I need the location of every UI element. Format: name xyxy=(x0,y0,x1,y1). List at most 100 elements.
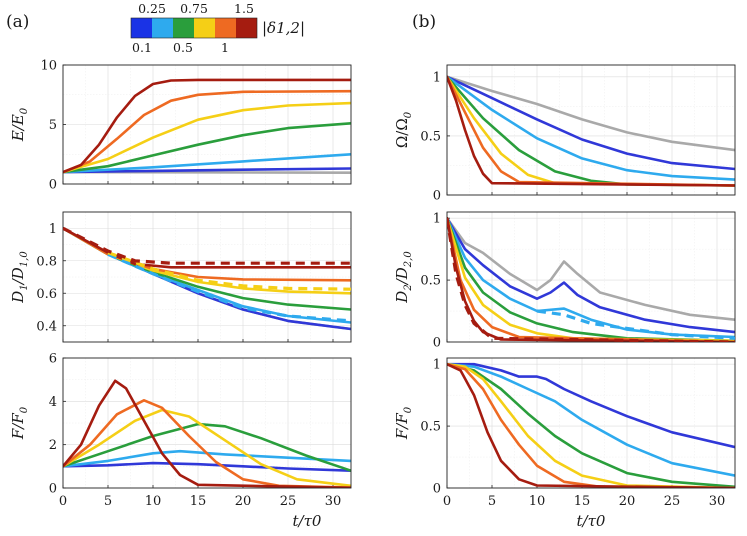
colorbar-top-label-3: 1.5 xyxy=(234,1,254,16)
x-tick-label: 25 xyxy=(280,494,297,509)
axes-frame xyxy=(446,357,736,489)
y-axis-label-Fb: F/F0 xyxy=(393,406,414,440)
y-tick-label: 0 xyxy=(49,178,57,193)
panel-D2: 0 0.5 1 D2/D2,0 xyxy=(393,211,736,351)
colorbar-swatch-1.5 xyxy=(236,18,257,38)
axes-frame xyxy=(446,64,736,196)
panel-D1: 0.4 0.6 0.8 1 D1/D1,0 xyxy=(9,211,352,343)
colorbar-swatch-0.25 xyxy=(152,18,173,38)
x-axis-label-a: t/τ0 xyxy=(293,512,322,530)
panel-label-b: (b) xyxy=(412,12,436,32)
x-tick-label: 25 xyxy=(664,494,681,509)
y-tick-label: 0 xyxy=(433,482,441,497)
series-E-1.5 xyxy=(63,78,351,174)
series-E-0.1 xyxy=(63,167,351,174)
series-Omega-ref xyxy=(447,75,735,152)
panel-label-a: (a) xyxy=(6,12,29,32)
panel-F: 0 5 10 15 20 25 30 0 2 4 6 F/F0 xyxy=(9,352,352,509)
series-E-0.75 xyxy=(63,101,351,174)
dashed-series-D1-0 xyxy=(107,252,351,323)
series-D2-ref xyxy=(447,216,735,321)
colorbar-bottom-label-1: 0.1 xyxy=(132,40,152,55)
series-Fb-0.5 xyxy=(447,362,735,488)
series-E-0.5 xyxy=(63,122,351,174)
y-tick-label: 4 xyxy=(49,395,57,410)
series-Fb-0.1 xyxy=(447,362,735,449)
series-Fb-1.5 xyxy=(447,362,735,488)
series-F-0.75 xyxy=(63,408,351,488)
y-tick-label: 1 xyxy=(49,222,57,237)
y-tick-label: 0.4 xyxy=(36,319,57,334)
y-axis-label-E: E/E0 xyxy=(9,107,30,142)
y-tick-label: 5 xyxy=(49,118,57,133)
x-tick-label: 30 xyxy=(325,494,342,509)
axes-frame xyxy=(62,211,352,343)
dashed-series-D2-4 xyxy=(447,217,735,342)
y-axis-label-D2: D2/D2,0 xyxy=(393,251,414,304)
panel-E: 0 5 10 E/E0 xyxy=(9,59,352,193)
y-tick-label: 0.8 xyxy=(36,254,57,269)
axes-frame xyxy=(62,357,352,489)
series-E-1 xyxy=(63,89,351,174)
x-axis-label-b: t/τ0 xyxy=(577,512,606,530)
x-tick-label: 10 xyxy=(145,494,162,509)
series-Omega-1.5 xyxy=(447,75,735,187)
series-F-0.25 xyxy=(63,449,351,468)
x-tick-label: 15 xyxy=(190,494,207,509)
y-tick-label: 0 xyxy=(49,482,57,497)
colorbar-swatch-0.1 xyxy=(131,18,152,38)
series-F-0.1 xyxy=(63,461,351,472)
x-tick-label: 30 xyxy=(709,494,726,509)
dashed-series-D1-2 xyxy=(63,226,351,265)
series-Omega-0.1 xyxy=(447,75,735,171)
series-D2-0.25 xyxy=(447,216,735,339)
y-tick-label: 1 xyxy=(433,212,441,227)
y-tick-label: 0.5 xyxy=(420,420,441,435)
series-Fb-0.25 xyxy=(447,362,735,477)
y-tick-label: 0.6 xyxy=(36,287,57,302)
y-axis-label-D1: D1/D1,0 xyxy=(9,251,30,304)
panel-Omega: 0 0.5 1 Ω/Ω0 xyxy=(393,64,736,204)
colorbar-swatch-0.75 xyxy=(194,18,215,38)
series-Fb-0.75 xyxy=(447,362,735,488)
y-tick-label: 1 xyxy=(433,70,441,85)
y-tick-label: 1 xyxy=(433,358,441,373)
x-tick-label: 20 xyxy=(619,494,636,509)
series-F-1 xyxy=(63,399,351,488)
y-tick-label: 10 xyxy=(40,59,57,74)
series-D2-0.1 xyxy=(447,216,735,334)
x-tick-label: 5 xyxy=(104,494,112,509)
x-tick-label: 0 xyxy=(59,494,67,509)
y-tick-label: 0 xyxy=(433,336,441,351)
y-axis-label-F: F/F0 xyxy=(9,406,30,440)
panel-Fb: 0 5 10 15 20 25 30 0 0.5 1 F/F0 xyxy=(393,357,736,509)
y-tick-label: 0.5 xyxy=(420,129,441,144)
axes-frame xyxy=(446,211,736,343)
series-E-0.25 xyxy=(63,153,351,174)
series-Omega-0.25 xyxy=(447,75,735,181)
y-tick-label: 0.5 xyxy=(420,274,441,289)
colorbar-swatch-1 xyxy=(215,18,236,38)
colorbar-swatch-0.5 xyxy=(173,18,194,38)
series-F-1.5 xyxy=(63,379,351,488)
axes-frame xyxy=(62,64,352,185)
y-tick-label: 2 xyxy=(49,438,57,453)
colorbar: 0.25 0.75 1.5 0.1 0.5 1 |δ1,2| xyxy=(130,1,305,55)
y-tick-label: 6 xyxy=(49,352,57,367)
colorbar-label: |δ1,2| xyxy=(262,19,305,37)
x-tick-label: 15 xyxy=(574,494,591,509)
colorbar-bottom-label-3: 1 xyxy=(221,40,229,55)
series-D2-0.5 xyxy=(447,216,735,342)
dashed-series-D1-1 xyxy=(107,251,351,291)
x-tick-label: 20 xyxy=(235,494,252,509)
colorbar-bottom-label-2: 0.5 xyxy=(173,40,193,55)
y-tick-label: 0 xyxy=(433,189,441,204)
colorbar-top-label-1: 0.25 xyxy=(138,1,166,16)
x-tick-label: 10 xyxy=(529,494,546,509)
x-tick-label: 0 xyxy=(443,494,451,509)
dashed-series-D2-3 xyxy=(536,309,735,340)
y-axis-label-Omega: Ω/Ω0 xyxy=(393,111,414,148)
x-tick-label: 5 xyxy=(488,494,496,509)
colorbar-top-label-2: 0.75 xyxy=(180,1,208,16)
